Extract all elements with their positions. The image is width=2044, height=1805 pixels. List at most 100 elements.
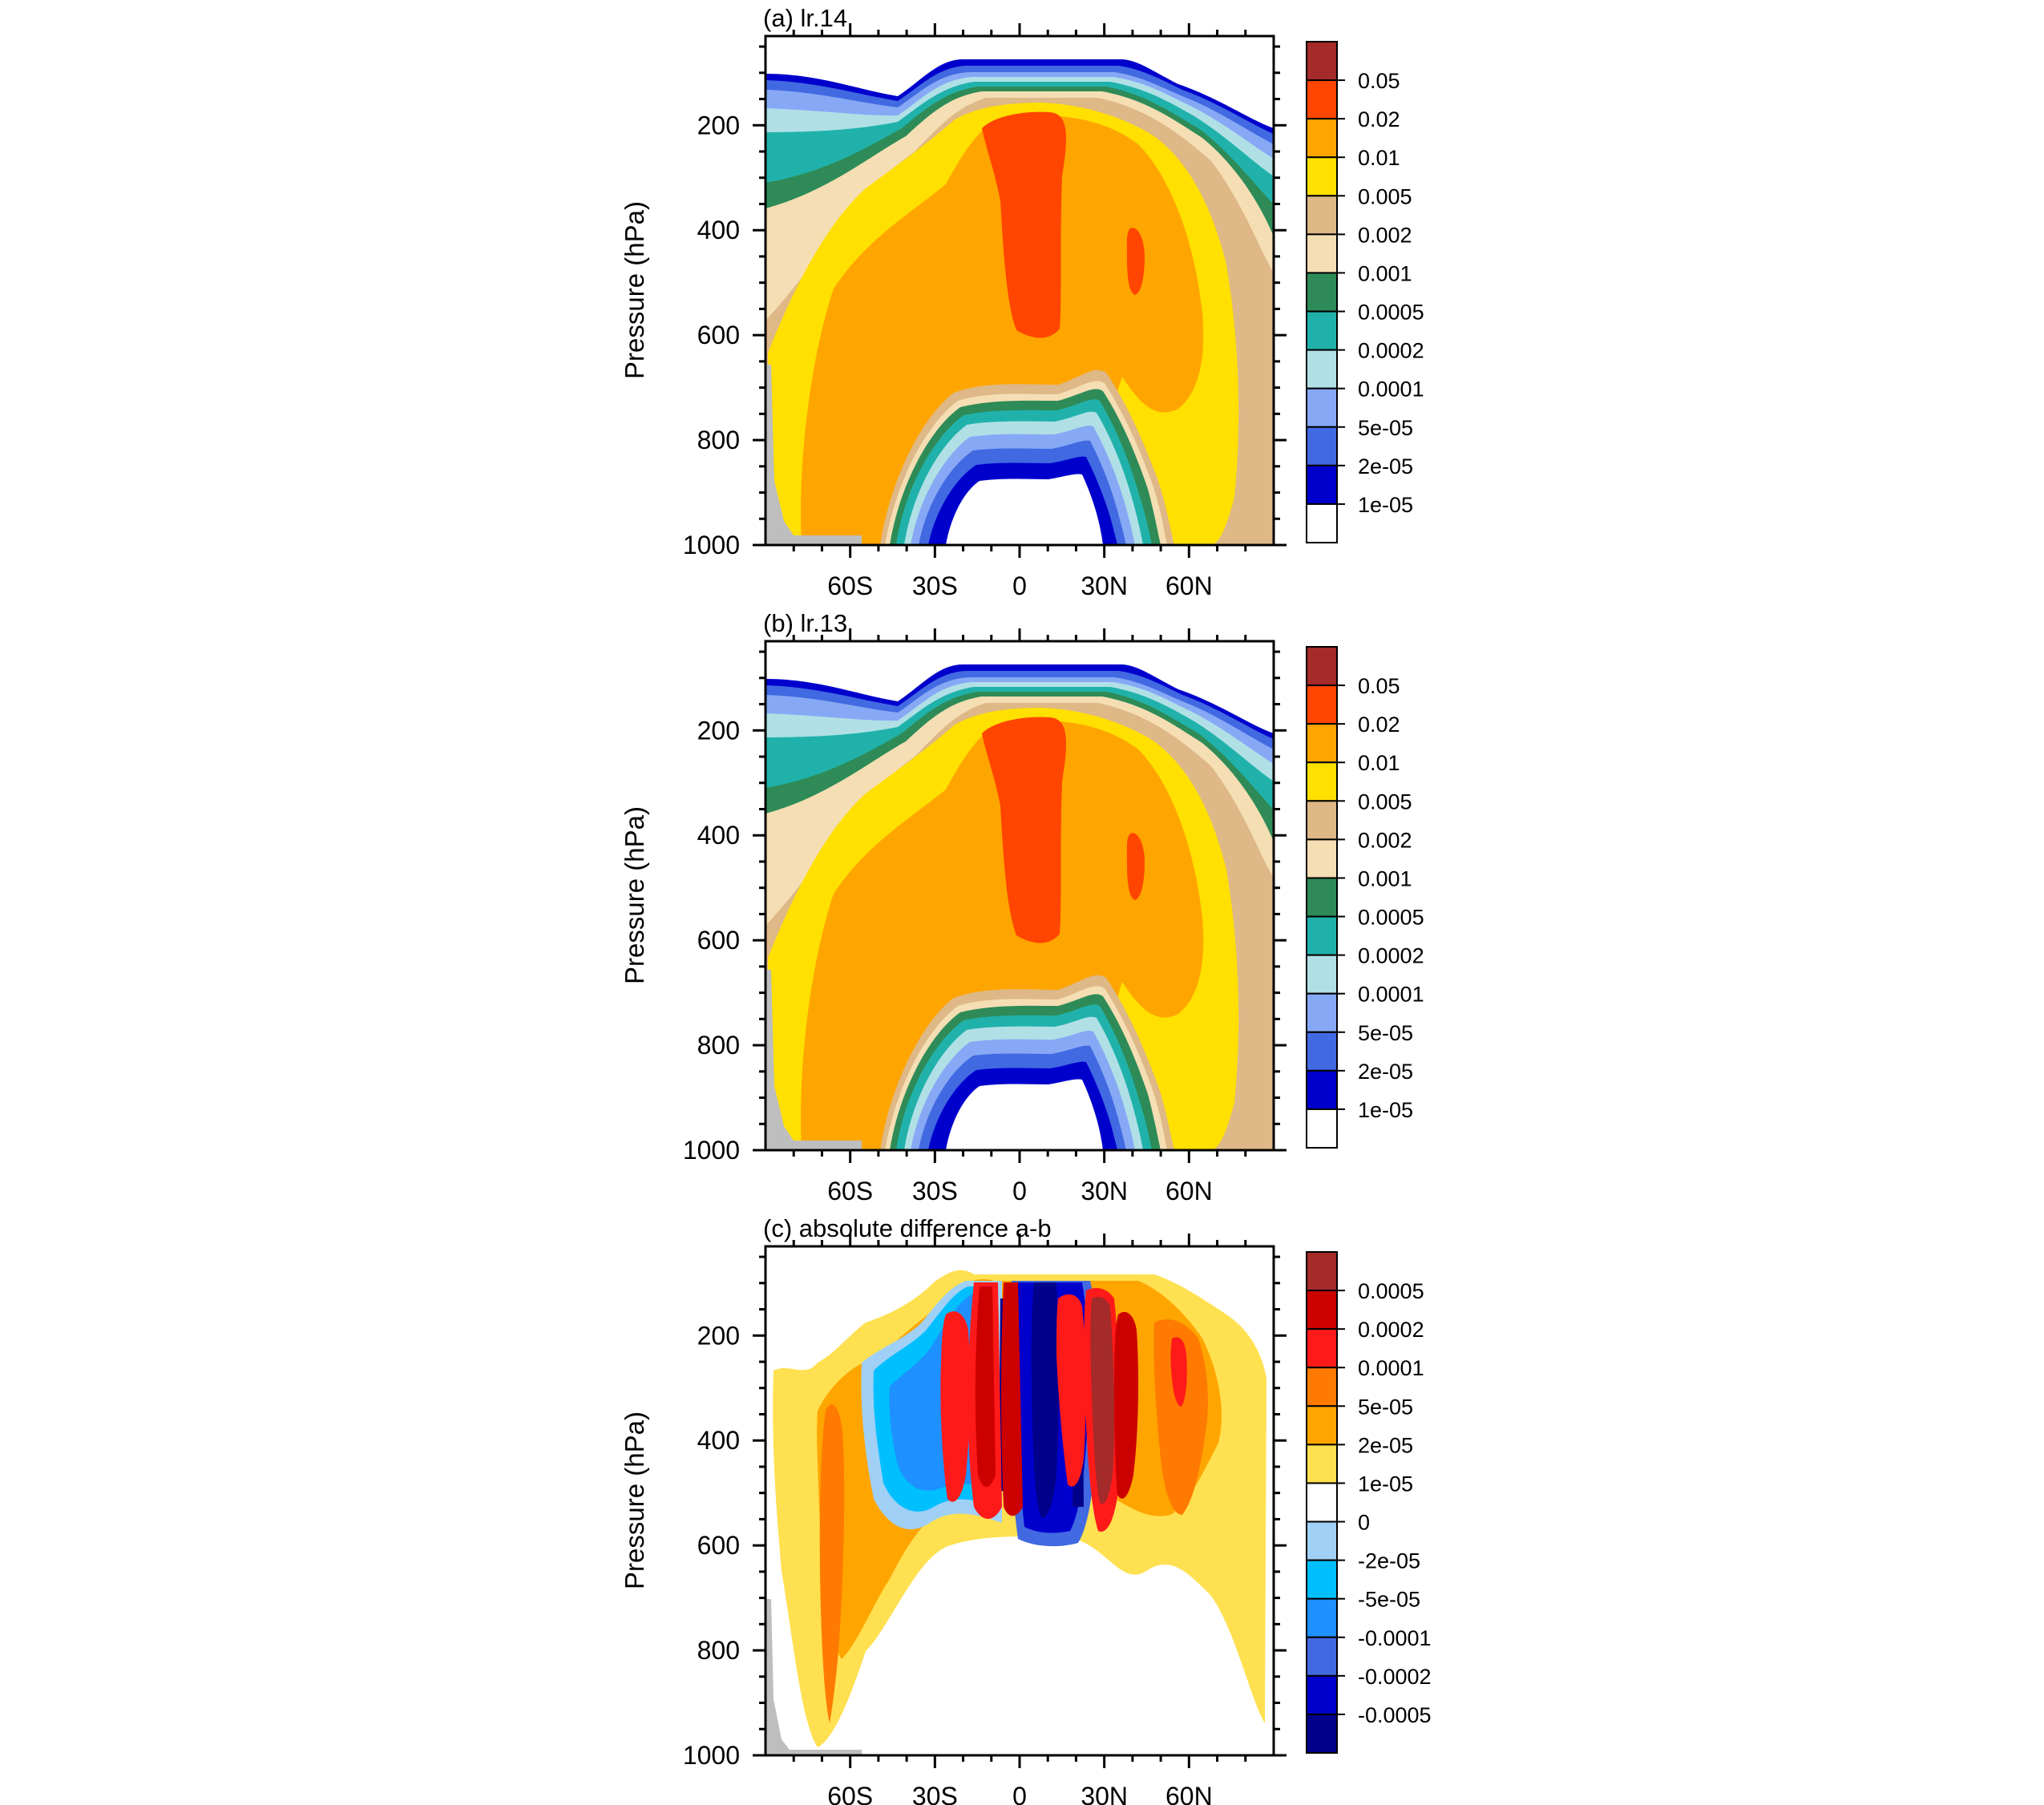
- y-tick-label: 1000: [683, 1136, 740, 1165]
- colorbar-box: [1306, 503, 1338, 544]
- y-tick-label: 600: [697, 1531, 740, 1560]
- colorbar-label: 0.005: [1358, 184, 1412, 208]
- colorbar-label: 0.05: [1358, 674, 1400, 698]
- panel-c-title: (c) absolute difference a-b: [763, 1214, 1052, 1242]
- panel-a-colorbar: 0.05 0.02 0.01 0.005 0.002 0.001 0.0005 0.0002 0…: [1306, 41, 1424, 544]
- diff-red-4: [1056, 1294, 1086, 1487]
- panel-b-colorbar: 0.05 0.02 0.01 0.005 0.002 0.001 0.0005 0.0002 0…: [1306, 646, 1424, 1149]
- colorbar-label: 0.002: [1358, 223, 1412, 247]
- colorbar-box: [1306, 1713, 1338, 1755]
- colorbar-label: 0.0002: [1358, 1318, 1424, 1342]
- panel-c-ylabel: Pressure (hPa): [620, 1411, 649, 1589]
- field-lower-band-white: [946, 474, 1103, 545]
- x-tick-label: 60N: [1165, 1177, 1213, 1205]
- colorbar-box: [1306, 387, 1338, 428]
- colorbar-label: 2e-05: [1358, 1060, 1413, 1084]
- colorbar-box: [1306, 1444, 1338, 1484]
- y-tick-label: 600: [697, 321, 740, 349]
- colorbar-label: 0: [1358, 1511, 1370, 1535]
- y-tick-label: 400: [697, 1426, 740, 1455]
- x-tick-label: 0: [1012, 571, 1027, 600]
- colorbar-box: [1306, 1108, 1338, 1149]
- colorbar-box: [1306, 310, 1338, 351]
- colorbar-box: [1306, 1405, 1338, 1446]
- y-tick-label: 600: [697, 926, 740, 955]
- panel-c-field: [765, 1270, 1266, 1755]
- diff-orange-south: [819, 1404, 845, 1723]
- colorbar-box: [1306, 1636, 1338, 1677]
- colorbar-label: 0.0005: [1358, 906, 1424, 930]
- colorbar-label: 0.002: [1358, 828, 1412, 852]
- colorbar-label: 0.0002: [1358, 339, 1424, 363]
- colorbar-label: 0.001: [1358, 261, 1412, 285]
- colorbar-box: [1306, 915, 1338, 956]
- colorbar-label: 1e-05: [1358, 1472, 1413, 1496]
- diff-orange-north: [1153, 1319, 1208, 1515]
- x-tick-label: 30N: [1081, 1177, 1128, 1205]
- panel-b-title: (b) lr.13: [763, 609, 847, 637]
- panel-b-axes: 200 400 600 800 1000 60S 30S 0 30N 60N: [683, 628, 1287, 1205]
- colorbar-label: -0.0002: [1358, 1665, 1432, 1689]
- diff-missing-topography: [765, 1599, 862, 1755]
- colorbar-box: [1306, 1482, 1338, 1523]
- colorbar-label: 1e-05: [1358, 493, 1413, 517]
- colorbar-box: [1306, 1520, 1338, 1561]
- y-tick-label: 200: [697, 111, 740, 139]
- x-tick-label: 30N: [1081, 1782, 1128, 1805]
- colorbar-box: [1306, 1597, 1338, 1638]
- x-tick-label: 60S: [827, 1177, 873, 1205]
- colorbar-box: [1306, 1251, 1338, 1292]
- y-tick-label: 800: [697, 1636, 740, 1665]
- colorbar-box: [1306, 1328, 1338, 1369]
- colorbar-box: [1306, 1559, 1338, 1600]
- diff-red-2: [1001, 1282, 1023, 1516]
- diff-red-6: [1114, 1311, 1139, 1499]
- colorbar-label: 0.0001: [1358, 1356, 1424, 1380]
- colorbar-label: 2e-05: [1358, 454, 1413, 479]
- colorbar-label: 0.01: [1358, 751, 1400, 775]
- x-tick-label: 0: [1012, 1782, 1027, 1805]
- x-tick-label: 60S: [827, 1782, 873, 1805]
- colorbar-label: 5e-05: [1358, 416, 1413, 440]
- panel-b: (b) lr.13 Pressure (hPa): [620, 609, 1287, 1205]
- panel-c-colorbar: 0.0005 0.0002 0.0001 5e-05 2e-05 1e-05 0 -2e-05…: [1306, 1251, 1432, 1755]
- panel-a-axes: 200 400 600 800 1000 60S 30S 0 30N 60N: [683, 23, 1287, 600]
- colorbar-box: [1306, 723, 1338, 764]
- colorbar-label: 0.0005: [1358, 1279, 1424, 1303]
- y-tick-label: 400: [697, 821, 740, 850]
- colorbar-box: [1306, 1674, 1338, 1715]
- diff-red-5: [940, 1311, 971, 1502]
- colorbar-label: 0.0002: [1358, 944, 1424, 968]
- colorbar-box: [1306, 992, 1338, 1033]
- colorbar-label: 1e-05: [1358, 1098, 1413, 1122]
- x-tick-label: 60N: [1165, 1782, 1213, 1805]
- y-tick-label: 200: [697, 716, 740, 745]
- panel-b-field: [765, 664, 1274, 1150]
- colorbar-label: -5e-05: [1358, 1588, 1420, 1612]
- colorbar-box: [1306, 426, 1338, 466]
- colorbar-box: [1306, 1069, 1338, 1110]
- diff-blue-navy: [999, 1282, 1084, 1519]
- colorbar-label: 0.0005: [1358, 301, 1424, 325]
- colorbar-box: [1306, 195, 1338, 236]
- colorbar-box: [1306, 272, 1338, 313]
- colorbar-label: 0.01: [1358, 146, 1400, 170]
- y-tick-label: 800: [697, 1031, 740, 1060]
- colorbar-box: [1306, 156, 1338, 197]
- colorbar-label: -0.0001: [1358, 1626, 1432, 1650]
- colorbar-box: [1306, 646, 1338, 687]
- colorbar-label: 2e-05: [1358, 1433, 1413, 1457]
- colorbar-label: 0.02: [1358, 107, 1400, 131]
- colorbar-label: 0.05: [1358, 69, 1400, 93]
- field-missing-topography: [765, 365, 862, 545]
- colorbar-box: [1306, 464, 1338, 505]
- y-tick-label: 1000: [683, 531, 740, 559]
- y-tick-label: 800: [697, 426, 740, 454]
- x-tick-label: 30S: [912, 1177, 958, 1205]
- colorbar-box: [1306, 838, 1338, 879]
- x-tick-label: 60N: [1165, 571, 1213, 600]
- colorbar-box: [1306, 349, 1338, 390]
- panel-c: (c) absolute difference a-b Pressure (hP…: [620, 1214, 1287, 1805]
- x-tick-label: 30S: [912, 1782, 958, 1805]
